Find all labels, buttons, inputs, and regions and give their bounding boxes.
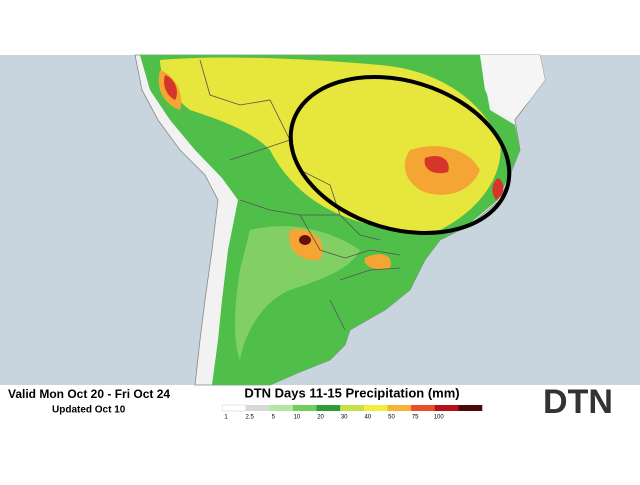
colorbar-segment [221, 404, 247, 412]
precip-green-inner [235, 226, 360, 360]
colorbar-tick-label: 30 [341, 415, 348, 421]
colorbar-segment [411, 405, 436, 411]
highlight-ellipse [288, 75, 512, 235]
precip-yellow [160, 57, 501, 232]
logo: DTN [543, 383, 613, 421]
colorbar-tick-label: 2.5 [245, 415, 254, 421]
updated-date: Updated Oct 10 [52, 405, 126, 416]
colorbar-tick-label: 20 [317, 415, 324, 421]
colorbar-segment [316, 405, 341, 411]
colorbar-tick-label: 1 [224, 415, 228, 421]
colorbar-segment [387, 405, 412, 411]
colorbar-segment [458, 405, 483, 411]
colorbar-tick-label: 10 [294, 415, 301, 421]
valid-dates: Valid Mon Oct 20 - Fri Oct 24 [8, 387, 170, 401]
colorbar-segment [340, 405, 365, 411]
colorbar-tick-label: 40 [364, 415, 371, 421]
colorbar-tick-label: 75 [412, 415, 419, 421]
map [0, 54, 640, 386]
colorbar-tick-label: 50 [388, 415, 395, 421]
precip-orange [158, 70, 481, 270]
colorbar-tick-label: 5 [272, 415, 276, 421]
legend-title: DTN Days 11-15 Precipitation (mm) [244, 385, 459, 400]
precip-white-ne [480, 55, 545, 118]
colorbar-segment [245, 405, 270, 411]
precip-dark [299, 235, 311, 245]
colorbar-segment [363, 405, 388, 411]
colorbar-segment [434, 405, 459, 411]
colorbar-tick-label: 100 [434, 415, 445, 421]
colorbar-segment [269, 405, 294, 411]
colorbar: 1 2.5 5 10 20 30 40 50 75 100 [221, 404, 483, 421]
colorbar-segment [292, 405, 317, 411]
